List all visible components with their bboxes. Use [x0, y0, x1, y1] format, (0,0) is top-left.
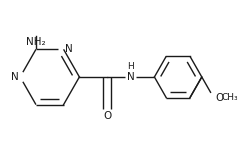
Text: N: N	[11, 72, 18, 82]
Text: N: N	[127, 72, 135, 82]
Text: NH₂: NH₂	[26, 37, 46, 47]
Text: O: O	[103, 111, 111, 121]
Text: H: H	[127, 62, 134, 71]
Text: N: N	[65, 44, 73, 54]
Text: CH₃: CH₃	[222, 93, 238, 102]
Text: O: O	[215, 93, 224, 103]
